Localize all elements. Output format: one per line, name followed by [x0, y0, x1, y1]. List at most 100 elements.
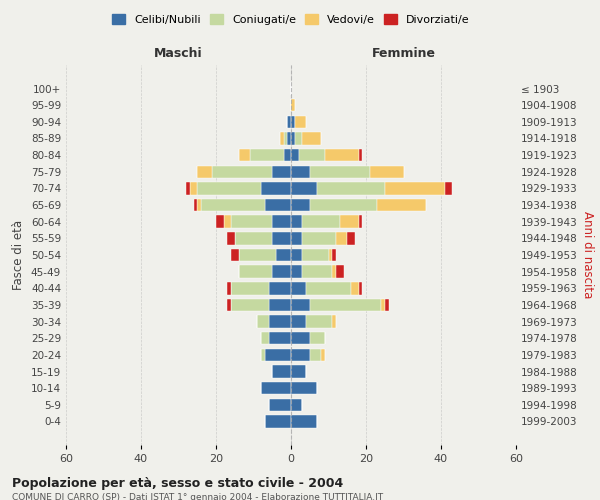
Bar — [265, 415, 291, 428]
Bar — [231, 282, 269, 294]
Bar — [272, 216, 291, 228]
Bar — [385, 298, 389, 311]
Bar — [291, 298, 310, 311]
Bar — [287, 132, 291, 144]
Bar — [261, 182, 291, 194]
Bar — [197, 166, 212, 178]
Bar — [197, 199, 201, 211]
Bar — [310, 332, 325, 344]
Bar — [370, 166, 404, 178]
Bar — [280, 132, 284, 144]
Bar — [291, 99, 295, 112]
Bar — [261, 382, 291, 394]
Bar — [325, 149, 359, 162]
Bar — [227, 282, 231, 294]
Bar — [269, 298, 291, 311]
Bar — [223, 216, 231, 228]
Bar — [269, 332, 291, 344]
Text: COMUNE DI CARRO (SP) - Dati ISTAT 1° gennaio 2004 - Elaborazione TUTTITALIA.IT: COMUNE DI CARRO (SP) - Dati ISTAT 1° gen… — [12, 492, 383, 500]
Legend: Celibi/Nubili, Coniugati/e, Vedovi/e, Divorziati/e: Celibi/Nubili, Coniugati/e, Vedovi/e, Di… — [108, 10, 474, 29]
Bar — [310, 166, 370, 178]
Bar — [272, 266, 291, 278]
Bar — [265, 199, 291, 211]
Bar — [321, 348, 325, 361]
Bar — [302, 249, 329, 261]
Bar — [385, 182, 445, 194]
Bar — [284, 149, 291, 162]
Bar — [336, 266, 343, 278]
Bar — [250, 149, 284, 162]
Bar — [310, 348, 321, 361]
Bar — [332, 316, 336, 328]
Bar — [336, 232, 347, 244]
Bar — [216, 216, 223, 228]
Bar — [359, 149, 362, 162]
Bar — [291, 116, 295, 128]
Bar — [332, 249, 336, 261]
Bar — [347, 232, 355, 244]
Bar — [291, 216, 302, 228]
Bar — [235, 232, 272, 244]
Bar — [291, 182, 317, 194]
Bar — [197, 182, 261, 194]
Bar — [291, 232, 302, 244]
Bar — [306, 282, 351, 294]
Bar — [329, 249, 332, 261]
Bar — [295, 116, 306, 128]
Bar — [291, 132, 295, 144]
Bar — [272, 166, 291, 178]
Bar — [227, 298, 231, 311]
Bar — [302, 232, 336, 244]
Bar — [269, 398, 291, 411]
Bar — [302, 216, 340, 228]
Bar — [212, 166, 272, 178]
Bar — [291, 332, 310, 344]
Bar — [190, 182, 197, 194]
Bar — [359, 282, 362, 294]
Bar — [231, 298, 269, 311]
Bar — [272, 232, 291, 244]
Bar — [302, 132, 321, 144]
Bar — [291, 149, 299, 162]
Bar — [186, 182, 190, 194]
Bar — [291, 348, 310, 361]
Bar — [291, 398, 302, 411]
Bar — [310, 199, 377, 211]
Bar — [332, 266, 336, 278]
Bar — [359, 216, 362, 228]
Bar — [269, 282, 291, 294]
Bar — [265, 348, 291, 361]
Bar — [291, 382, 317, 394]
Bar — [291, 316, 306, 328]
Bar — [302, 266, 332, 278]
Bar — [351, 282, 359, 294]
Bar — [239, 266, 272, 278]
Bar — [310, 298, 381, 311]
Bar — [239, 149, 250, 162]
Bar — [291, 249, 302, 261]
Text: Femmine: Femmine — [371, 47, 436, 60]
Bar — [291, 366, 306, 378]
Bar — [291, 282, 306, 294]
Bar — [276, 249, 291, 261]
Bar — [340, 216, 359, 228]
Bar — [306, 316, 332, 328]
Bar — [257, 316, 269, 328]
Bar — [291, 166, 310, 178]
Bar — [317, 182, 385, 194]
Bar — [445, 182, 452, 194]
Bar — [272, 366, 291, 378]
Bar — [231, 249, 239, 261]
Bar — [231, 216, 272, 228]
Bar — [227, 232, 235, 244]
Bar — [377, 199, 426, 211]
Bar — [291, 199, 310, 211]
Bar — [295, 132, 302, 144]
Bar — [381, 298, 385, 311]
Y-axis label: Fasce di età: Fasce di età — [13, 220, 25, 290]
Bar — [287, 116, 291, 128]
Bar — [291, 266, 302, 278]
Bar — [261, 348, 265, 361]
Bar — [261, 332, 269, 344]
Y-axis label: Anni di nascita: Anni di nascita — [581, 212, 594, 298]
